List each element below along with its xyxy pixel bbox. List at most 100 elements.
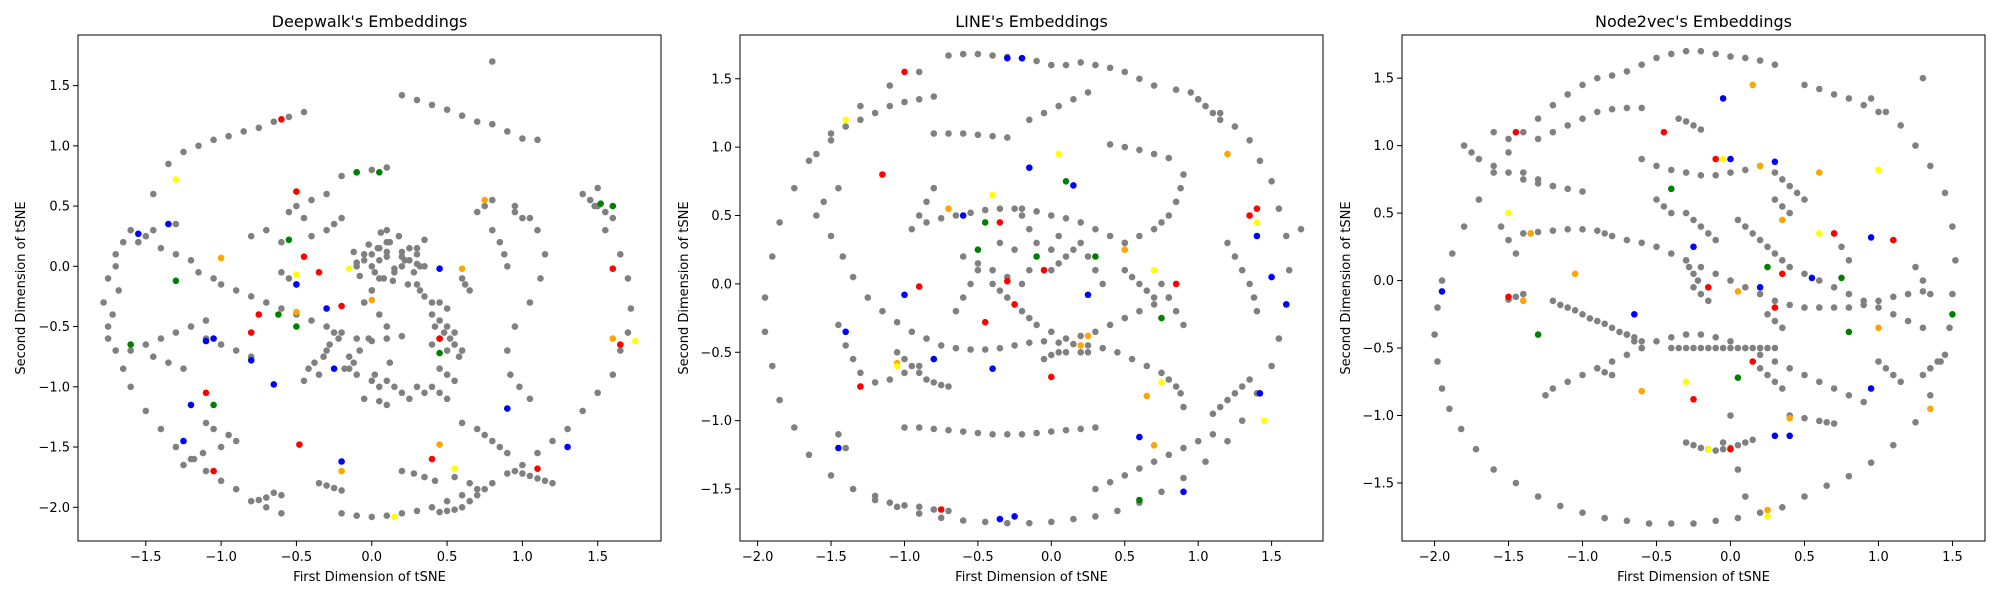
data-point-blue [1631,311,1638,318]
data-point-gray [624,329,632,336]
y-axis-label: Second Dimension of tSNE [1339,201,1354,374]
data-point-green [1845,328,1853,336]
plot-frame [77,34,662,542]
data-point-gray [1457,425,1465,433]
data-point-gray [1077,219,1084,226]
scatter-points [761,50,1305,527]
data-point-gray [1727,169,1734,176]
data-point-gray [1158,280,1165,288]
data-point-gray [511,202,519,210]
plot-title: Deepwalk's Embeddings [272,12,468,31]
data-point-green [1734,374,1742,382]
data-point-blue [338,458,345,465]
data-point-gray [330,484,338,492]
x-tick-label: 0.5 [1114,550,1135,565]
data-point-gray [398,332,406,340]
data-point-blue [930,355,938,363]
data-point-gray [308,232,315,240]
data-point-green [1033,253,1040,260]
data-point-gray [915,68,923,76]
data-point-gray [1136,75,1143,83]
data-point-gray [436,299,443,306]
x-tick-label: −1.0 [205,550,237,565]
data-point-gray [326,341,333,348]
data-point-gray [195,269,202,276]
data-point-yellow [1253,219,1261,226]
data-point-gray [1040,355,1048,363]
data-point-gray [380,275,388,282]
data-point-blue [1771,158,1779,166]
data-point-gray [930,506,938,513]
data-point-gray [263,504,270,511]
data-point-red [1890,236,1897,244]
data-point-gray [383,377,391,385]
data-point-gray [1712,236,1719,244]
data-point-blue [989,365,996,373]
data-point-green [210,401,217,409]
data-point-gray [1675,115,1682,122]
data-point-gray [1904,317,1912,325]
data-point-gray [1070,246,1077,253]
data-point-gray [1668,250,1675,257]
data-point-gray [360,395,368,403]
data-point-gray [1668,344,1675,352]
data-point-gray [383,164,391,171]
data-point-gray [1018,212,1026,219]
data-point-gray [996,205,1004,212]
data-point-gray [1668,334,1675,341]
data-point-gray [959,428,967,435]
data-point-gray [1756,344,1764,352]
data-point-gray [165,359,172,367]
data-point-gray [1779,385,1786,392]
data-point-gray [368,377,376,385]
x-axis-label: First Dimension of tSNE [293,570,446,585]
data-point-orange [1084,332,1092,340]
data-point-gray [915,369,923,377]
data-point-gray [945,52,952,59]
x-tick-label: 0.5 [437,550,458,565]
data-point-gray [1542,392,1549,399]
x-tick-label: 1.0 [1188,550,1209,565]
data-point-gray [1734,344,1742,352]
data-point-blue [1719,95,1727,102]
data-point-gray [1927,392,1934,399]
data-point-green [1764,263,1771,271]
data-point-blue [901,291,908,299]
data-point-gray [1653,243,1660,251]
data-point-gray [413,251,421,258]
data-point-gray [996,344,1004,352]
data-point-gray [416,287,424,294]
data-point-gray [1771,196,1779,203]
data-point-gray [1697,290,1705,298]
data-point-gray [967,209,974,217]
data-point-gray [338,510,345,517]
data-point-blue [293,281,300,288]
data-point-gray [879,307,886,315]
data-point-gray [1231,253,1239,260]
data-point-green [1949,311,1956,318]
data-point-blue [270,381,278,388]
data-point-gray [827,472,835,479]
data-point-gray [1904,290,1912,298]
data-point-gray [187,323,195,330]
data-point-gray [210,136,217,144]
data-point-gray [805,451,813,459]
data-point-gray [217,281,225,288]
data-point-gray [1668,50,1675,58]
data-point-gray [383,335,391,342]
data-point-gray [1253,307,1261,315]
data-point-gray [1106,321,1114,329]
data-point-gray [1172,307,1180,315]
data-point-gray [1653,338,1660,345]
data-point-gray [1682,209,1690,217]
data-point-red [609,265,617,273]
data-point-gray [1143,362,1151,370]
data-point-gray [1801,304,1808,311]
data-point-gray [504,263,511,270]
data-point-orange [458,265,466,273]
y-axis-label: Second Dimension of tSNE [14,201,29,374]
data-point-gray [1919,324,1927,332]
data-point-gray [1172,383,1180,390]
data-point-gray [886,376,894,383]
data-point-gray [1472,445,1480,453]
